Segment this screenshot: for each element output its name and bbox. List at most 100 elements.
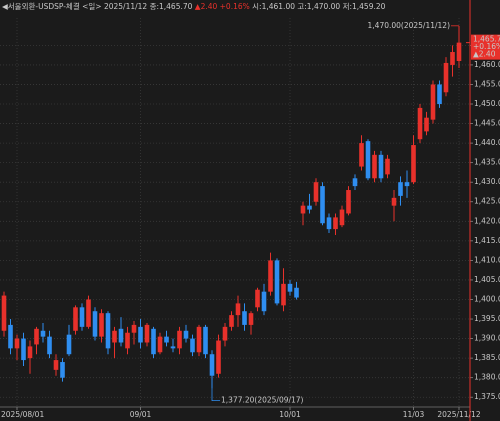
candle-body xyxy=(339,209,345,226)
candle-body xyxy=(125,332,130,349)
candle-body xyxy=(66,334,72,355)
y-tick-label: 1,450.00 xyxy=(474,99,500,108)
candle-body xyxy=(235,303,241,316)
y-tick-label: 1,405.00 xyxy=(474,275,500,284)
candle-body xyxy=(281,283,286,306)
candle-body xyxy=(86,299,91,327)
candle-body xyxy=(300,205,306,214)
y-tick-label: 1,440.00 xyxy=(474,138,500,147)
header-right: 시:1,461.00 고:1,470.00 저:1,459.20 xyxy=(252,2,385,11)
y-tick-label: 1,435.00 xyxy=(474,158,500,167)
current-price-box xyxy=(471,34,500,60)
candle-body xyxy=(320,186,325,224)
candle-body xyxy=(118,328,124,343)
candle-body xyxy=(372,154,377,179)
candle-body xyxy=(79,307,85,327)
candle-body xyxy=(378,154,384,179)
candle-body xyxy=(261,291,267,312)
candle-body xyxy=(274,260,280,304)
candle-body xyxy=(1,295,7,331)
candle-body xyxy=(430,84,436,120)
y-tick-label: 1,420.00 xyxy=(474,216,500,225)
header-change: ▲2.40 +0.16% xyxy=(195,2,250,11)
candle-body xyxy=(34,328,39,345)
candle-body xyxy=(27,346,33,359)
candle-body xyxy=(47,336,52,355)
candle-body xyxy=(450,52,455,65)
candle-body xyxy=(385,158,390,175)
candle-body xyxy=(294,287,299,298)
candle-body xyxy=(326,217,332,230)
candle-body xyxy=(313,182,319,202)
candle-body xyxy=(144,324,150,343)
header-left: ◀서울외환-USDSP-체결 <일> 2025/11/12 종:1,465.70 xyxy=(2,1,193,11)
candle-body xyxy=(105,313,111,349)
candle-body xyxy=(424,117,429,132)
candle-body xyxy=(437,84,442,105)
candle-body xyxy=(216,340,221,374)
candle-body xyxy=(359,143,364,167)
candle-body xyxy=(131,324,137,333)
candle-body xyxy=(157,336,163,353)
candle-body xyxy=(177,330,182,349)
candle-body xyxy=(196,326,202,353)
candle-body xyxy=(346,190,351,214)
candle-body xyxy=(92,311,98,337)
x-tick-label: 11/03 xyxy=(403,410,425,419)
candle-body xyxy=(138,326,143,343)
y-tick-label: 1,425.00 xyxy=(474,197,500,206)
candle-body xyxy=(190,338,195,353)
candle-body xyxy=(170,346,176,349)
y-tick-label: 1,410.00 xyxy=(474,255,500,264)
candle-body xyxy=(203,326,208,355)
y-tick-label: 1,385.00 xyxy=(474,353,500,362)
candle-body xyxy=(53,360,59,370)
y-tick-label: 1,455.00 xyxy=(474,79,500,88)
header: ◀서울외환-USDSP-체결 <일> 2025/11/12 종:1,465.70… xyxy=(2,1,386,11)
candle-body xyxy=(164,336,169,343)
candle-body xyxy=(229,315,234,327)
y-tick-label: 1,375.00 xyxy=(474,392,500,401)
candle-body xyxy=(307,205,312,210)
candle-body xyxy=(456,42,462,62)
x-tick-label: 2025/08/01 xyxy=(1,410,44,419)
candle-body xyxy=(398,182,403,196)
candle-body xyxy=(352,178,358,187)
candle-body xyxy=(73,307,78,331)
candle-body xyxy=(14,338,20,349)
candle-body xyxy=(333,217,338,230)
candle-body xyxy=(404,182,410,187)
candle-body xyxy=(411,145,416,183)
candle-body xyxy=(268,260,273,292)
candle-body xyxy=(242,311,247,325)
candle-body xyxy=(151,328,156,355)
x-tick-label: 09/01 xyxy=(130,410,152,419)
candle-body xyxy=(222,326,228,341)
x-tick-label: 10/01 xyxy=(279,410,301,419)
current-pct-label: +0.16% xyxy=(473,42,500,51)
candle-body xyxy=(365,141,371,179)
candle-body xyxy=(287,283,293,292)
candle-body xyxy=(183,330,189,339)
candle-body xyxy=(99,313,104,337)
candle-body xyxy=(248,313,254,325)
y-tick-label: 1,395.00 xyxy=(474,314,500,323)
candle-body xyxy=(417,107,423,140)
max-label: 1,470.00(2025/11/12) xyxy=(368,21,451,30)
y-tick-label: 1,460.00 xyxy=(474,60,500,69)
min-label: 1,377.20(2025/09/17) xyxy=(221,396,304,405)
candle-body xyxy=(255,289,260,308)
y-tick-label: 1,415.00 xyxy=(474,236,500,245)
min-leader xyxy=(211,388,220,402)
candle-body xyxy=(391,197,397,206)
y-tick-label: 1,400.00 xyxy=(474,294,500,303)
y-tick-label: 1,430.00 xyxy=(474,177,500,186)
candle-body xyxy=(443,62,449,93)
candle-body xyxy=(8,324,13,349)
candle-body xyxy=(209,354,215,376)
x-tick-label: 2025/11/12 xyxy=(437,410,480,419)
y-tick-label: 1,380.00 xyxy=(474,373,500,382)
